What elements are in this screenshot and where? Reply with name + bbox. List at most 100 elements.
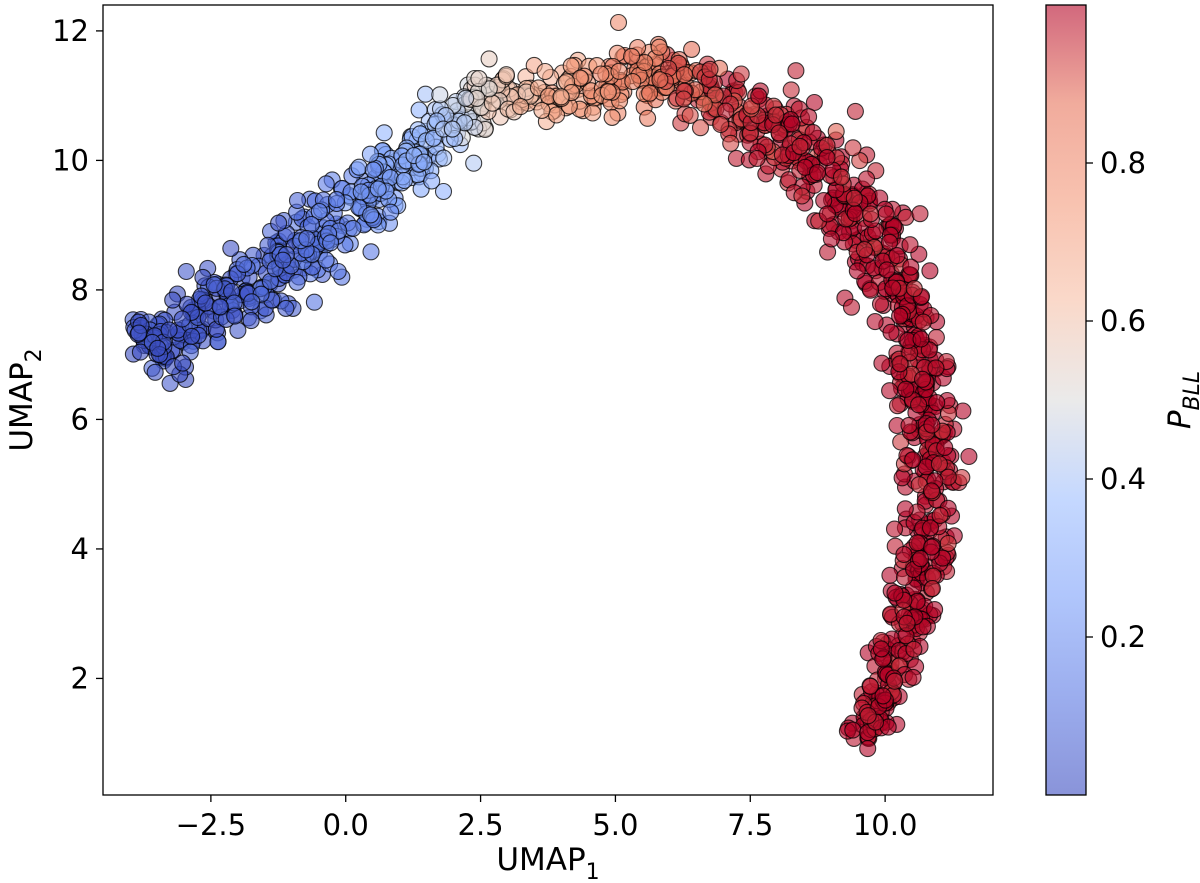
scatter-point	[183, 327, 201, 345]
scatter-point	[641, 84, 659, 102]
scatter-point	[222, 239, 240, 257]
scatter-point	[914, 313, 932, 331]
scatter-point	[497, 66, 515, 84]
scatter-point	[844, 721, 862, 739]
scatter-point	[423, 172, 441, 190]
plot-background	[103, 5, 993, 795]
scatter-point	[886, 584, 904, 602]
scatter-point	[800, 108, 818, 126]
scatter-point	[901, 236, 919, 254]
x-tick-label: 7.5	[727, 808, 773, 842]
scatter-point	[624, 73, 642, 91]
scatter-point	[683, 40, 701, 58]
colorbar-frame	[1045, 4, 1087, 796]
scatter-point	[861, 281, 880, 299]
scatter-point	[767, 106, 785, 124]
x-tick-label: 2.5	[458, 808, 504, 842]
scatter-point	[584, 104, 602, 122]
y-tick-label: 6	[71, 402, 89, 436]
scatter-point	[923, 416, 941, 434]
scatter-point	[891, 355, 909, 373]
scatter-point	[885, 520, 904, 538]
scatter-points	[124, 13, 978, 758]
scatter-point	[415, 153, 433, 171]
scatter-point	[921, 519, 940, 537]
scatter-point	[681, 106, 699, 124]
scatter-point	[552, 88, 570, 106]
scatter-point	[623, 47, 641, 65]
scatter-point	[706, 86, 724, 104]
scatter-point	[480, 50, 498, 68]
scatter-point	[931, 506, 949, 524]
scatter-point	[610, 62, 628, 80]
scatter-point	[164, 291, 182, 309]
scatter-point	[791, 137, 809, 155]
scatter-point	[888, 397, 907, 415]
scatter-point	[327, 191, 346, 209]
scatter-point	[277, 299, 295, 317]
scatter-point	[562, 57, 580, 75]
scatter-point	[770, 124, 788, 142]
scatter-point	[822, 230, 840, 248]
scatter-point	[827, 122, 845, 140]
scatter-point	[884, 279, 902, 297]
scatter-point	[888, 247, 906, 265]
colorbar-label: PBLL	[1162, 371, 1200, 429]
scatter-point	[712, 115, 730, 134]
scatter-point	[435, 149, 453, 167]
scatter-point	[512, 98, 530, 116]
scatter-point	[362, 243, 380, 261]
colorbar-tick-label: 0.6	[1100, 304, 1146, 338]
x-tick-label: 5.0	[592, 808, 638, 842]
scatter-point	[149, 339, 167, 357]
scatter-point	[904, 668, 922, 686]
scatter-point	[874, 687, 892, 705]
scatter-point	[322, 234, 340, 252]
scatter-point	[457, 89, 475, 107]
scatter-point	[881, 566, 899, 584]
scatter-point	[675, 90, 693, 108]
scatter-point	[650, 38, 668, 56]
colorbar-label-subscript: BLL	[1180, 371, 1200, 411]
scatter-point	[722, 134, 740, 152]
scatter-point	[298, 229, 316, 248]
scatter-point	[926, 601, 944, 619]
scatter-point	[805, 93, 823, 112]
scatter-point	[891, 307, 909, 325]
scatter-point	[793, 187, 811, 205]
scatter-point	[317, 175, 335, 193]
scatter-point	[861, 205, 880, 223]
scatter-point	[160, 321, 178, 339]
scatter-point	[861, 677, 880, 695]
scatter-point	[855, 241, 873, 259]
scatter-point	[846, 102, 864, 120]
scatter-point	[465, 154, 483, 172]
scatter-point	[329, 262, 347, 281]
scatter-point	[691, 119, 710, 137]
scatter-point	[173, 310, 191, 328]
scatter-point	[177, 262, 195, 281]
colorbar-tick-label: 0.2	[1100, 620, 1146, 654]
scatter-point	[533, 101, 551, 119]
scatter-point	[205, 276, 223, 294]
scatter-point	[905, 640, 923, 658]
scatter-point	[905, 280, 923, 298]
scatter-point	[913, 370, 932, 388]
scatter-point	[443, 120, 461, 138]
y-axis-label: UMAP2	[4, 348, 47, 451]
scatter-point	[364, 161, 382, 179]
scatter-point	[382, 203, 400, 221]
scatter-point	[842, 298, 861, 316]
scatter-point	[871, 295, 890, 313]
scatter-point	[242, 312, 260, 330]
scatter-point	[960, 447, 978, 466]
scatter-point	[858, 170, 876, 188]
scatter-point	[480, 80, 498, 98]
scatter-point	[651, 71, 669, 89]
scatter-point	[196, 294, 215, 312]
scatter-point	[866, 313, 884, 331]
scatter-point	[310, 202, 328, 221]
scatter-point	[787, 62, 805, 80]
x-tick-label: 0.0	[323, 808, 369, 842]
